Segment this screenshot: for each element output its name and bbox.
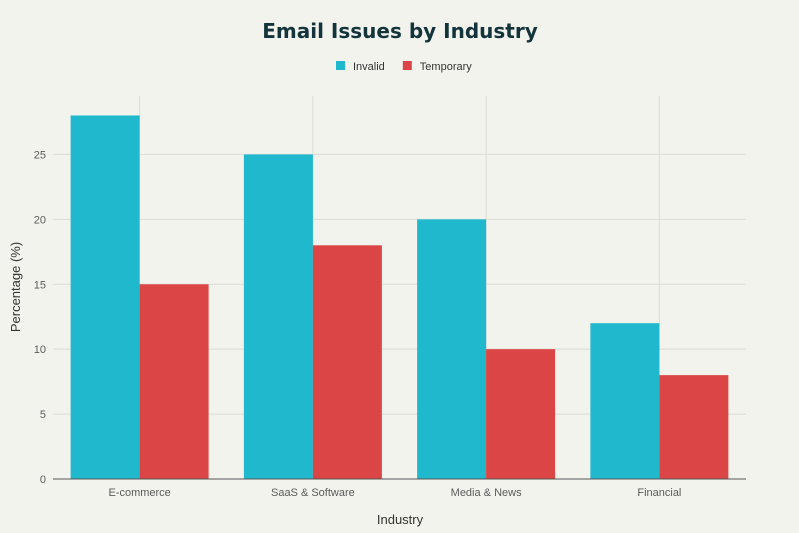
bar-temporary bbox=[659, 375, 729, 479]
x-axis-label: Industry bbox=[377, 512, 424, 527]
bar-invalid bbox=[417, 219, 487, 479]
y-tick-label: 0 bbox=[40, 474, 46, 486]
y-tick-label: 20 bbox=[34, 214, 46, 226]
y-tick-label: 25 bbox=[34, 149, 46, 161]
legend-swatch bbox=[402, 61, 412, 70]
legend-label: Temporary bbox=[420, 61, 472, 73]
chart-title: Email Issues by Industry bbox=[262, 19, 538, 43]
y-tick-label: 15 bbox=[34, 279, 46, 291]
x-tick-label: SaaS & Software bbox=[271, 487, 355, 499]
bar-temporary bbox=[486, 349, 556, 479]
x-tick-label: Financial bbox=[637, 487, 681, 499]
axes: 0 5 10 15 20 25 E-commerce SaaS & Software Media… bbox=[34, 149, 746, 499]
x-tick-label: Media & News bbox=[451, 487, 522, 499]
x-tick-label: E-commerce bbox=[108, 487, 170, 499]
bar-temporary bbox=[139, 284, 209, 479]
y-tick-label: 5 bbox=[40, 409, 46, 421]
bar-invalid bbox=[590, 323, 660, 479]
bar-invalid bbox=[243, 154, 313, 480]
legend-swatch bbox=[336, 61, 345, 70]
legend-label: Invalid bbox=[353, 61, 385, 73]
bar-invalid bbox=[70, 115, 140, 479]
bar-temporary bbox=[312, 245, 382, 479]
y-axis-label: Percentage (%) bbox=[8, 242, 23, 332]
bars bbox=[70, 115, 729, 480]
y-tick-label: 10 bbox=[34, 344, 46, 356]
legend: Invalid Temporary bbox=[336, 61, 472, 73]
